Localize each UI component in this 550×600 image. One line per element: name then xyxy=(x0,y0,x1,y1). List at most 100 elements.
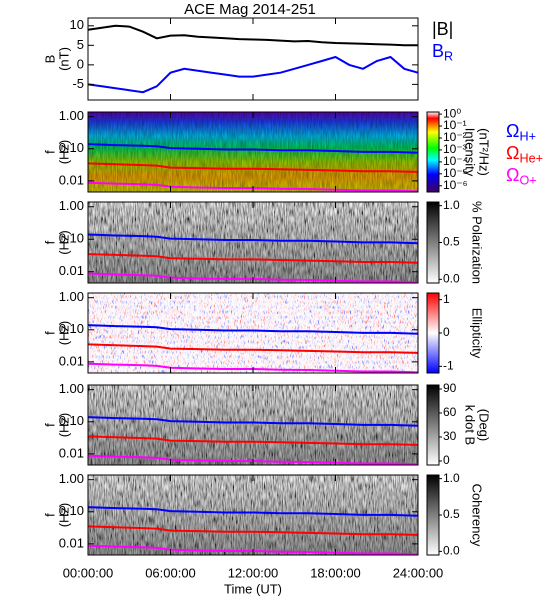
colorbar xyxy=(426,292,440,374)
colorbar-tick-label: 0 xyxy=(443,453,450,467)
x-tick-label: 06:00:00 xyxy=(145,565,196,580)
series-line xyxy=(87,24,418,47)
legend-label: ΩHe+ xyxy=(506,143,543,166)
gyrofrequency-line xyxy=(87,454,419,466)
gyrofrequency-line xyxy=(87,343,419,354)
colorbar-tick-label: -1 xyxy=(443,359,454,373)
gyrofrequency-line xyxy=(87,435,419,446)
y-tick-label: 1.00 xyxy=(59,198,84,213)
y-tick-label: 1.00 xyxy=(59,108,84,123)
colorbar-tick-label: 1.0 xyxy=(443,198,460,212)
colorbar-label: k dot B xyxy=(463,405,478,445)
legend-subscript: R xyxy=(444,50,453,64)
y-tick-label: 1.00 xyxy=(59,471,84,486)
colorbar-tick-label: 1.0 xyxy=(443,471,460,485)
y-tick-label: 0.01 xyxy=(59,353,84,368)
colorbar-tick-label: 10⁻⁶ xyxy=(443,178,468,192)
colorbar-tick-label: 10⁻⁴ xyxy=(443,154,468,168)
colorbar-label: (nT²/Hz) xyxy=(477,128,492,176)
colorbar-tick-label: 10⁻⁵ xyxy=(443,166,468,180)
y-tick-label: 10 xyxy=(70,17,84,32)
colorbar-label: % Polarization xyxy=(470,201,485,284)
gyrofrequency-line xyxy=(87,181,419,193)
y-axis-label: B xyxy=(42,55,57,64)
y-axis-label: (Hz) xyxy=(56,321,71,346)
legend-name: Ω xyxy=(506,121,519,141)
colorbar-label: Coherency xyxy=(470,484,485,547)
legend-name: B xyxy=(432,41,444,61)
colorbar xyxy=(426,384,440,466)
colorbar-label: (Deg) xyxy=(477,409,492,442)
colorbar-tick-label: 30 xyxy=(443,429,457,443)
y-tick-label: 0.10 xyxy=(59,140,84,155)
legend-label: BR xyxy=(432,41,453,64)
y-axis-label: (Hz) xyxy=(56,413,71,438)
y-tick-label: 1.00 xyxy=(59,289,84,304)
y-tick-label: 0.10 xyxy=(59,321,84,336)
y-axis-label: f xyxy=(42,331,57,335)
colorbar-tick-label: 0.5 xyxy=(443,235,460,249)
gyrofrequency-line xyxy=(87,506,419,517)
y-axis-label: (Hz) xyxy=(56,503,71,528)
colorbar-tick-label: 0 xyxy=(443,325,450,339)
colorbar-tick-label: 10⁻¹ xyxy=(443,118,467,132)
colorbar-label: Intensity xyxy=(463,128,478,177)
legend-name: |B| xyxy=(432,19,453,39)
legend-name: Ω xyxy=(506,165,519,185)
plot-frame xyxy=(87,111,419,193)
y-tick-label: 0.10 xyxy=(59,413,84,428)
gyrofrequency-line xyxy=(87,162,419,173)
x-tick-label: 00:00:00 xyxy=(63,565,114,580)
colorbar-tick-label: 0.0 xyxy=(443,271,460,285)
y-tick-label: 0.01 xyxy=(59,535,84,550)
x-tick-label: 12:00:00 xyxy=(228,565,279,580)
gyrofrequency-line xyxy=(87,253,419,264)
gyrofrequency-line xyxy=(87,143,419,154)
y-axis-label: (Hz) xyxy=(56,140,71,165)
y-axis-label: (Hz) xyxy=(56,230,71,255)
gyrofrequency-line xyxy=(87,362,419,374)
x-tick-label: 24:00:00 xyxy=(393,565,444,580)
y-tick-label: 1.00 xyxy=(59,381,84,396)
legend-name: Ω xyxy=(506,143,519,163)
y-axis-label: f xyxy=(42,150,57,154)
y-tick-label: 0 xyxy=(77,56,84,71)
y-tick-label: 0.01 xyxy=(59,445,84,460)
series-line xyxy=(87,55,419,94)
colorbar xyxy=(426,111,440,193)
y-tick-label: 0.10 xyxy=(59,231,84,246)
legend-label: ΩO+ xyxy=(506,165,537,188)
gyrofrequency-line xyxy=(87,324,419,335)
y-tick-label: -5 xyxy=(72,76,84,91)
legend-label: |B| xyxy=(432,19,453,39)
y-axis-label: (nT) xyxy=(56,47,71,71)
plot-frame xyxy=(87,17,419,101)
gyrofrequency-line xyxy=(87,525,419,536)
colorbar-tick-label: 0.5 xyxy=(443,507,460,521)
plot-frame xyxy=(87,384,419,466)
y-axis-label: f xyxy=(42,240,57,244)
plot-frame xyxy=(87,474,419,556)
x-tick-label: 18:00:00 xyxy=(310,565,361,580)
colorbar-tick-label: 10⁻³ xyxy=(443,142,467,156)
x-axis-label: Time (UT) xyxy=(224,581,282,596)
y-axis-label: f xyxy=(42,423,57,427)
colorbar-tick-label: 60 xyxy=(443,405,457,419)
plot-frame xyxy=(87,292,419,374)
plot-frame xyxy=(87,201,419,284)
legend-subscript: O+ xyxy=(519,174,536,188)
colorbar-tick-label: 10⁻² xyxy=(443,130,467,144)
colorbar-tick-label: 0.0 xyxy=(443,544,460,558)
gyrofrequency-line xyxy=(87,272,419,284)
chart-title: ACE Mag 2014-251 xyxy=(184,1,316,18)
legend-subscript: He+ xyxy=(519,152,542,166)
colorbar-tick-label: 90 xyxy=(443,381,457,395)
gyrofrequency-line xyxy=(87,233,419,245)
colorbar xyxy=(426,474,440,556)
y-tick-label: 0.10 xyxy=(59,503,84,518)
y-tick-label: 5 xyxy=(77,37,84,52)
legend-subscript: H+ xyxy=(519,130,535,144)
gyrofrequency-line xyxy=(87,416,419,427)
y-tick-label: 0.01 xyxy=(59,263,84,278)
